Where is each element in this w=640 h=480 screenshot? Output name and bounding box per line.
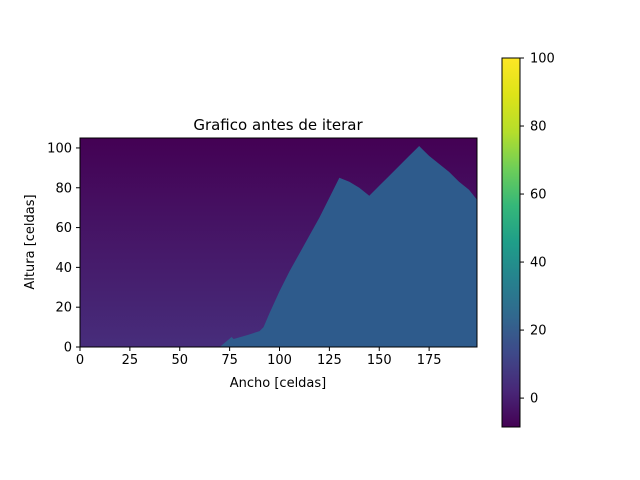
colorbar-tick-label: 100 bbox=[530, 52, 555, 67]
colorbar-tick-label: 20 bbox=[530, 324, 547, 339]
x-tick-label: 25 bbox=[122, 353, 139, 368]
plot-frame bbox=[79, 137, 478, 348]
y-tick-label: 0 bbox=[64, 341, 72, 356]
colorbar bbox=[501, 57, 521, 428]
x-tick-label: 150 bbox=[367, 353, 392, 368]
y-tick-label: 20 bbox=[55, 301, 72, 316]
x-tick-label: 175 bbox=[417, 353, 442, 368]
y-tick-label: 60 bbox=[55, 221, 72, 236]
colorbar-tick-label: 60 bbox=[530, 188, 547, 203]
terrain-region bbox=[219, 145, 477, 347]
chart-title: Grafico antes de iterar bbox=[193, 116, 363, 134]
x-tick-label: 50 bbox=[171, 353, 188, 368]
colorbar-tick-label: 40 bbox=[530, 256, 547, 271]
x-tick-label: 75 bbox=[221, 353, 238, 368]
colorbar-tick-label: 0 bbox=[530, 392, 538, 407]
colorbar-tick-label: 80 bbox=[530, 120, 547, 135]
x-axis-label: Ancho [celdas] bbox=[230, 376, 327, 391]
x-tick-label: 0 bbox=[76, 353, 84, 368]
y-tick-label: 40 bbox=[55, 261, 72, 276]
y-tick-label: 100 bbox=[47, 141, 72, 156]
x-tick-label: 100 bbox=[267, 353, 292, 368]
y-tick-label: 80 bbox=[55, 181, 72, 196]
y-axis-label: Altura [celdas] bbox=[23, 194, 38, 289]
x-tick-label: 125 bbox=[317, 353, 342, 368]
